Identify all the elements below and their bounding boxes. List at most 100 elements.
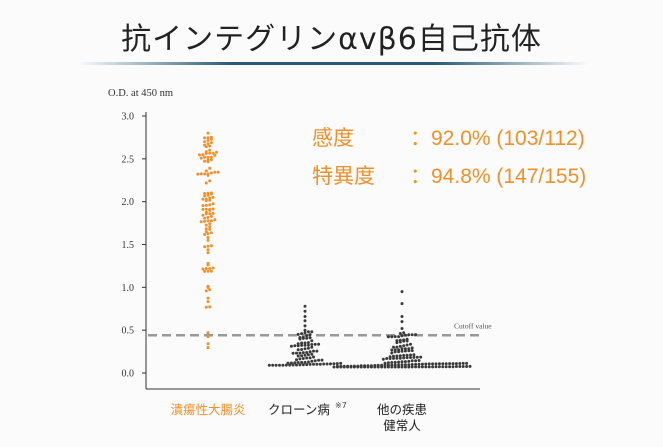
data-point <box>308 356 312 360</box>
data-point <box>320 358 324 362</box>
data-point <box>402 331 406 335</box>
data-point <box>346 365 350 369</box>
data-point <box>315 349 319 353</box>
data-point <box>317 342 321 346</box>
data-point <box>444 365 448 369</box>
data-point <box>397 335 401 339</box>
data-point <box>415 355 419 359</box>
data-point <box>417 365 421 369</box>
data-point <box>211 266 215 270</box>
data-point <box>310 345 314 349</box>
data-point <box>206 238 210 242</box>
data-point <box>208 288 212 292</box>
data-point <box>203 194 207 198</box>
data-point <box>208 151 212 155</box>
data-point <box>322 362 326 366</box>
data-point <box>458 362 462 365</box>
data-point <box>386 365 390 369</box>
data-point <box>289 361 293 365</box>
data-point <box>208 227 212 231</box>
data-point <box>206 155 210 159</box>
data-point <box>393 360 397 364</box>
data-point <box>400 315 404 318</box>
data-point <box>203 159 207 163</box>
data-point <box>206 342 210 346</box>
data-point <box>303 328 307 332</box>
data-point <box>451 365 455 369</box>
data-point <box>305 334 309 338</box>
data-point <box>310 343 314 346</box>
data-point <box>211 207 215 211</box>
data-point <box>448 365 452 369</box>
data-point <box>284 363 288 367</box>
data-point <box>303 347 307 351</box>
data-point <box>369 365 373 369</box>
data-point <box>405 353 409 357</box>
data-point <box>300 354 304 358</box>
data-point <box>431 362 435 366</box>
data-point <box>329 362 332 366</box>
data-point <box>215 150 218 154</box>
data-point <box>206 248 210 252</box>
title-underline <box>78 62 588 65</box>
data-point <box>306 360 310 364</box>
data-point <box>458 365 462 368</box>
data-point <box>303 353 307 357</box>
data-point <box>390 365 394 369</box>
data-point <box>380 365 384 369</box>
data-point <box>303 309 307 313</box>
data-point <box>308 333 312 337</box>
data-point <box>400 302 404 306</box>
data-point <box>295 358 298 362</box>
data-point <box>363 365 367 369</box>
data-point <box>385 357 389 360</box>
data-point <box>301 363 305 367</box>
data-point <box>397 360 401 364</box>
data-point <box>209 155 213 159</box>
data-point <box>409 353 412 357</box>
data-point <box>206 193 210 197</box>
data-point <box>211 211 215 215</box>
data-point <box>209 231 213 235</box>
data-point <box>454 362 458 366</box>
data-point <box>402 356 406 360</box>
data-point <box>305 336 309 340</box>
data-point <box>296 344 300 348</box>
specificity-stat: 特異度 ：94.8% (147/155) <box>312 160 586 190</box>
data-point <box>204 267 208 271</box>
y-tick-label: 1.0 <box>122 283 135 294</box>
data-point <box>296 332 300 336</box>
data-point <box>420 365 424 369</box>
data-point <box>206 138 210 142</box>
data-point <box>211 151 215 155</box>
data-point <box>201 204 205 208</box>
data-point <box>386 335 390 339</box>
data-point <box>208 148 212 152</box>
data-point <box>208 179 212 183</box>
data-point <box>303 319 307 323</box>
data-point <box>451 362 455 366</box>
data-point <box>325 362 329 366</box>
data-point <box>206 346 210 349</box>
data-point <box>308 350 312 354</box>
data-point <box>419 355 423 359</box>
data-point <box>395 356 399 360</box>
footnote-marker: ※7 <box>335 401 347 410</box>
data-point <box>400 347 404 351</box>
data-point <box>198 153 201 157</box>
y-tick-label: 0.0 <box>122 369 135 380</box>
data-point <box>303 324 307 328</box>
data-point <box>403 365 407 369</box>
data-point <box>393 335 397 339</box>
data-point <box>208 196 212 200</box>
data-point <box>204 305 208 309</box>
group-label: 他の疾患 <box>377 402 427 417</box>
data-point <box>300 332 304 336</box>
data-point <box>206 296 210 300</box>
data-point <box>196 172 200 176</box>
data-point <box>403 333 407 337</box>
data-point <box>402 339 406 343</box>
data-point <box>206 232 210 236</box>
data-point <box>395 341 399 345</box>
data-point <box>301 336 305 340</box>
